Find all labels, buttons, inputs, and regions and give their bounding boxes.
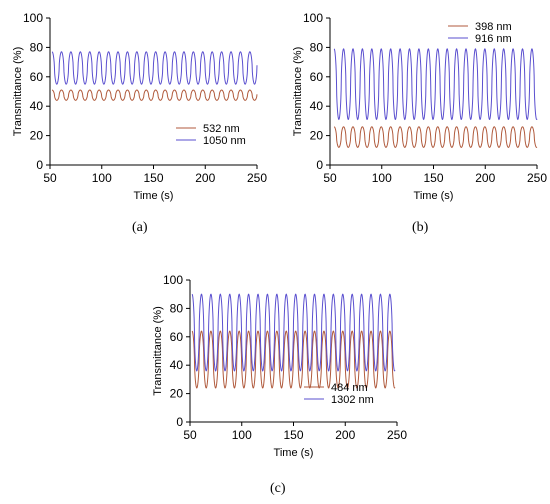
caption-b: (b) — [412, 220, 429, 235]
y-tick-label: 0 — [176, 415, 183, 429]
y-tick-label: 20 — [30, 129, 44, 143]
x-tick-label: 50 — [323, 171, 337, 185]
x-tick-label: 200 — [195, 171, 215, 185]
x-tick-label: 250 — [387, 428, 407, 442]
y-tick-label: 80 — [170, 301, 184, 315]
series-line-2 — [333, 48, 538, 121]
chart-panel-b: 0 20 40 60 80 100 50 100 150 200 250 Time (s) Transm… — [280, 0, 550, 215]
y-tick-label: 100 — [303, 11, 323, 25]
y-tick-label: 0 — [36, 158, 43, 172]
y-tick-label: 100 — [163, 273, 183, 287]
y-axis-title: Transmittance (%) — [292, 47, 304, 136]
chart-svg-c: 0 20 40 60 80 100 50 100 150 200 250 Time (s) Transm… — [152, 273, 407, 459]
x-tick-label: 200 — [475, 171, 495, 185]
x-tick-label: 100 — [92, 171, 112, 185]
caption-a: (a) — [132, 220, 148, 235]
chart-panel-c: 0 20 40 60 80 100 50 100 150 200 250 Time (s) Transm… — [140, 262, 410, 472]
y-tick-label: 20 — [310, 129, 324, 143]
y-tick-label: 100 — [23, 11, 43, 25]
x-tick-label: 150 — [143, 171, 163, 185]
legend-label-1: 484 nm — [331, 382, 368, 394]
series-line-1 — [191, 330, 396, 389]
y-tick-label: 60 — [170, 330, 184, 344]
chart-svg-a: 0 20 40 60 80 100 50 100 150 200 250 Time (s) Transm… — [12, 11, 267, 202]
x-tick-label: 50 — [183, 428, 197, 442]
series-line-2 — [51, 51, 258, 85]
y-tick-label: 0 — [316, 158, 323, 172]
y-tick-label: 40 — [170, 358, 184, 372]
x-axis-title: Time (s) — [134, 190, 174, 202]
y-tick-label: 20 — [170, 387, 184, 401]
x-tick-label: 200 — [335, 428, 355, 442]
x-tick-label: 150 — [283, 428, 303, 442]
y-axis-title: Transmittance (%) — [12, 47, 24, 136]
y-tick-label: 40 — [30, 99, 44, 113]
legend-label-2: 1050 nm — [203, 135, 246, 147]
series-line-1 — [51, 89, 258, 101]
x-tick-label: 150 — [423, 171, 443, 185]
legend-label-1: 532 nm — [203, 123, 240, 135]
x-axis-title: Time (s) — [274, 447, 314, 459]
x-axis-title: Time (s) — [414, 190, 454, 202]
y-tick-label: 80 — [310, 40, 324, 54]
legend-label-1: 398 nm — [475, 21, 512, 33]
y-tick-label: 60 — [30, 70, 44, 84]
chart-svg-b: 0 20 40 60 80 100 50 100 150 200 250 Time (s) Transm… — [292, 11, 547, 202]
x-tick-label: 50 — [43, 171, 57, 185]
legend-label-2: 1302 nm — [331, 394, 374, 406]
chart-panel-a: 0 20 40 60 80 100 50 100 150 200 250 Time (s) Transm… — [0, 0, 270, 215]
y-tick-label: 60 — [310, 70, 324, 84]
caption-c: (c) — [270, 481, 286, 496]
x-tick-label: 100 — [372, 171, 392, 185]
series-line-2 — [191, 293, 396, 372]
series-line-1 — [333, 126, 538, 148]
y-tick-label: 40 — [310, 99, 324, 113]
x-tick-label: 100 — [232, 428, 252, 442]
x-tick-label: 250 — [247, 171, 267, 185]
legend-label-2: 916 nm — [475, 33, 512, 45]
y-axis-title: Transmittance (%) — [152, 306, 164, 395]
x-tick-label: 250 — [527, 171, 547, 185]
y-tick-label: 80 — [30, 40, 44, 54]
